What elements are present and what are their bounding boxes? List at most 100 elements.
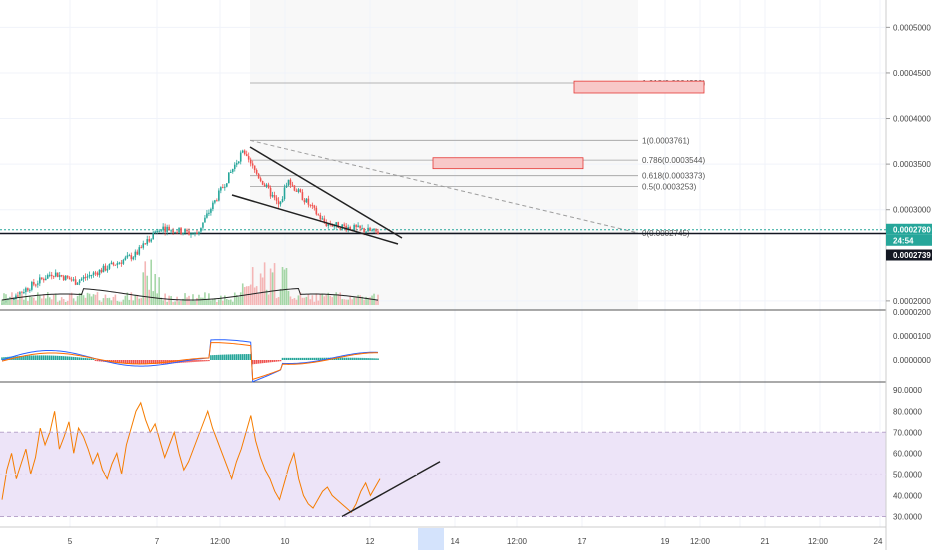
macd-histogram-bar [275,360,278,362]
volume-bar [269,268,272,305]
volume-bar [303,297,306,305]
candles [1,149,379,305]
moving-average [1,287,379,301]
volume-bar [257,293,260,305]
candle-body [33,282,35,285]
candle-body [303,200,306,203]
macd-histogram-bar [114,360,117,363]
rsi-line [1,401,381,514]
volume-bar [150,259,153,305]
candle-body [132,257,135,260]
macd-histogram-bar [285,357,288,360]
volume-bar [7,299,9,305]
volume-bar [277,297,280,305]
volume-bar [146,275,149,305]
volume-bar [68,294,71,305]
y-tick-label: 0.0004000 [893,115,931,124]
candle-body [158,230,160,232]
candle-body [301,192,304,201]
volume-bar [27,301,29,305]
volume-bar [323,296,326,305]
macd-histogram-bar [76,357,79,360]
macd-histogram-bar [188,360,190,363]
candle-body [118,262,121,264]
volume-bar [267,294,270,305]
macd-histogram-bar [80,357,83,360]
macd-histogram-bar [265,360,268,363]
macd-histogram-bar [255,360,258,364]
candle-body [327,223,330,226]
macd-histogram-bar [150,360,153,365]
macd-histogram-bar [68,356,71,360]
candle-body [92,272,95,275]
x-tick-label: 7 [155,537,160,546]
target-zones[interactable] [432,80,705,170]
macd-histogram-bar [287,357,290,360]
candle-body [194,232,196,234]
macd-histogram-bar [269,360,272,363]
candle-body [261,180,264,185]
macd-histogram-bar [152,360,154,365]
volume-bar [263,262,266,305]
volume-bar [50,299,53,305]
macd-histogram-bar [62,356,65,360]
candle-body [122,259,125,264]
candle-body [273,195,276,198]
macd-histogram-bar [140,360,143,365]
macd-histogram-bar [17,356,19,360]
candle-body [249,159,252,164]
volume-bar [176,296,178,305]
macd-histogram-bar [323,357,326,360]
price-badges: 0.0002780 24:54 0.0002739 [886,223,932,261]
candle-body [214,200,216,203]
volume-bar [37,292,39,305]
macd-histogram-bar [39,355,41,360]
macd-histogram-bar [273,360,276,362]
volume-bar [74,301,77,305]
candle-body [23,292,25,294]
macd-histogram-bar [31,355,33,360]
candle-body [150,239,153,242]
macd-histogram-bar [367,358,369,360]
candle-body [160,230,162,232]
candle-body [204,217,206,223]
volume-bar [13,300,15,305]
volume-bar [224,295,226,305]
macd-histogram-bar [341,357,343,360]
volume-bar [289,296,292,305]
candle-body [291,184,294,186]
candle-body [42,278,45,281]
volume-bar [228,299,230,305]
volume-bar [184,293,186,305]
candle-body [46,275,49,279]
x-tick-label: 12:00 [808,537,829,546]
macd-histogram-bar [311,357,314,360]
falling-wedge-pattern[interactable] [231,146,403,245]
volume-bar [237,296,240,305]
candle-body [281,198,284,203]
macd-histogram-bar [186,360,188,363]
signal-line [1,342,379,381]
macd-histogram-bar [35,355,37,360]
candle-body [13,298,15,300]
macd-histogram-bar [349,357,351,360]
volume-bar [331,297,334,305]
volume-bar [365,296,367,305]
y-tick-label: 0.0005000 [893,23,931,32]
volume-bar [216,301,218,305]
volume-bar [283,269,286,305]
macd-histogram-bar [319,357,322,360]
volume-bar [138,298,141,305]
candle-body [259,178,262,181]
macd-histogram-bar [291,357,294,360]
macd-histogram-bar [301,357,304,360]
volume-bar [375,300,377,305]
macd-histogram-bar [122,360,125,364]
candle-body [54,272,57,277]
macd-histogram-bar [373,358,375,360]
volume-bar [271,272,274,305]
macd-histogram-bar [259,360,262,364]
rsi-tick-label: 30.0000 [893,512,922,521]
macd-tick-label: 0.0000200 [893,308,931,317]
